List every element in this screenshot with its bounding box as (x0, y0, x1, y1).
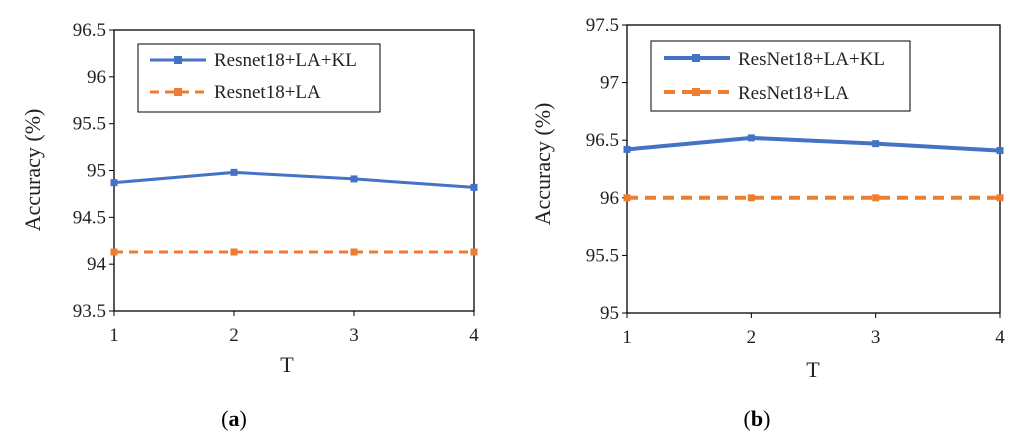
chart-a: 93.5 94 94.5 95 95.5 96 96.5 1 2 3 4 Resnet18+LA+… (20, 20, 479, 431)
y-tick-label-b-5: 97.5 (586, 15, 619, 36)
y-tick-label-a-6: 96.5 (73, 20, 106, 41)
legend-item-b-1: ResNet18+LA (664, 83, 849, 104)
legend-a: Resnet18+LA+KL Resnet18+LA (137, 43, 381, 113)
legend-label-b-1: ResNet18+LA (738, 83, 849, 104)
data-point-a-1-0 (110, 248, 118, 256)
y-tick-label-b-4: 97 (600, 73, 619, 94)
legend-marker-b-1 (692, 88, 700, 96)
data-point-b-1-1 (747, 194, 755, 202)
data-point-a-0-1 (230, 168, 238, 176)
data-point-b-0-2 (872, 140, 880, 148)
x-tick-label-b-0: 1 (622, 327, 632, 348)
y-tick-label-a-3: 95 (87, 161, 106, 182)
series-line-b-0 (626, 135, 1001, 153)
legend-label-a-0: Resnet18+LA+KL (214, 50, 357, 71)
x-tick-label-a-1: 2 (229, 325, 239, 346)
y-tick-label-a-4: 95.5 (73, 114, 106, 135)
caption-a: (a) (221, 406, 247, 431)
data-point-b-0-3 (996, 147, 1004, 155)
data-point-b-0-1 (747, 134, 755, 142)
y-axis-label-a: Accuracy (%) (20, 109, 45, 232)
legend-label-b-0: ResNet18+LA+KL (738, 49, 885, 70)
x-axis-label-a: T (280, 352, 294, 377)
legend-marker-b-0 (692, 54, 700, 62)
legend-box-b (650, 40, 911, 112)
y-tick-label-a-0: 93.5 (73, 301, 106, 322)
x-tick-label-b-3: 4 (995, 327, 1005, 348)
y-tick-label-b-0: 95 (600, 303, 619, 324)
caption-b-open: ( (744, 406, 751, 431)
data-point-b-1-0 (623, 194, 631, 202)
legend-marker-a-1 (174, 88, 182, 96)
x-tick-label-a-0: 1 (109, 325, 119, 346)
legend-marker-a-0 (174, 56, 182, 64)
x-axis-label-b: T (806, 357, 820, 382)
x-tick-label-a-2: 3 (349, 325, 359, 346)
data-point-b-1-2 (872, 194, 880, 202)
y-axis-label-b: Accuracy (%) (530, 103, 555, 226)
y-tick-label-a-1: 94 (87, 254, 107, 275)
x-tick-label-b-2: 3 (871, 327, 881, 348)
data-point-a-0-2 (350, 175, 358, 183)
y-tick-label-a-2: 94.5 (73, 207, 106, 228)
x-tick-label-b-1: 2 (747, 327, 757, 348)
caption-b-letter: b (751, 406, 763, 431)
data-point-b-1-3 (996, 194, 1004, 202)
caption-b: (b) (744, 406, 771, 431)
data-point-a-0-3 (470, 183, 478, 191)
legend-box-a (137, 43, 381, 113)
legend-item-b-0: ResNet18+LA+KL (664, 49, 885, 70)
legend-item-a-0: Resnet18+LA+KL (150, 50, 357, 71)
y-tick-label-a-5: 96 (87, 67, 106, 88)
caption-a-close: ) (240, 406, 247, 431)
caption-a-open: ( (221, 406, 228, 431)
data-point-a-1-2 (350, 248, 358, 256)
data-point-b-0-0 (623, 145, 631, 153)
y-tick-label-b-3: 96.5 (586, 130, 619, 151)
y-tick-label-b-1: 95.5 (586, 245, 619, 266)
data-point-a-0-0 (110, 179, 118, 187)
data-point-a-1-1 (230, 248, 238, 256)
x-tick-label-a-3: 4 (469, 325, 479, 346)
caption-a-letter: a (229, 406, 240, 431)
legend-label-a-1: Resnet18+LA (214, 82, 321, 103)
legend-b: ResNet18+LA+KL ResNet18+LA (650, 40, 911, 112)
y-tick-label-b-2: 96 (600, 188, 619, 209)
chart-b: 95 95.5 96 96.5 97 97.5 1 2 3 4 ResNet18+LA+KL R… (530, 15, 1005, 431)
legend-item-a-1: Resnet18+LA (150, 82, 321, 103)
data-point-a-1-3 (470, 248, 478, 256)
series-line-a-0 (113, 170, 475, 189)
caption-b-close: ) (763, 406, 770, 431)
